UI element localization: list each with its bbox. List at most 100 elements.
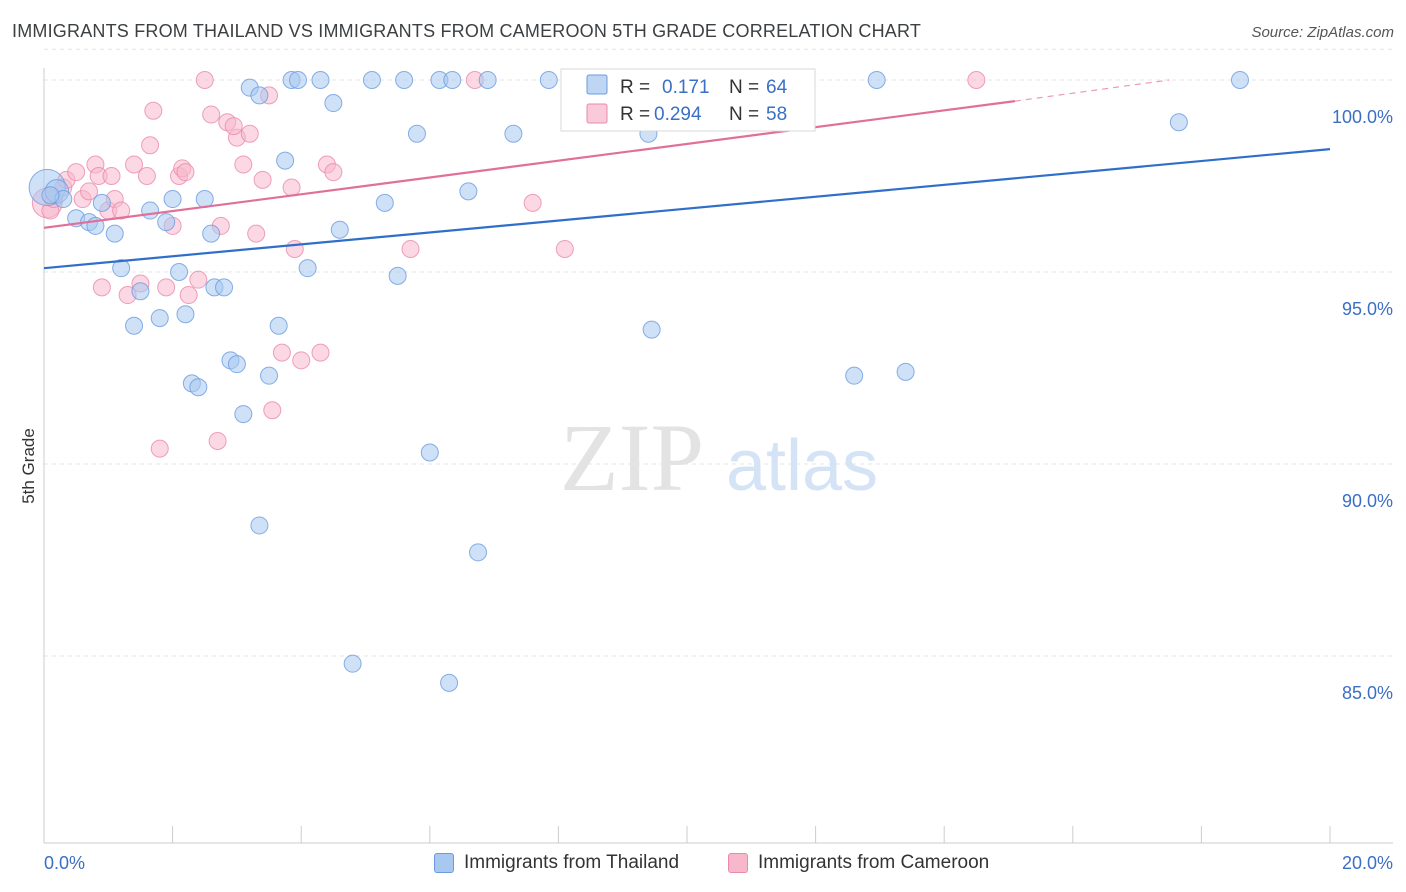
cameroon-point — [150, 439, 169, 458]
axes — [43, 68, 1393, 844]
thailand-point — [443, 71, 462, 89]
cameroon-point — [263, 401, 282, 420]
thailand-point — [250, 86, 269, 105]
cameroon-point — [202, 105, 221, 124]
thailand-point — [215, 278, 234, 297]
thailand-point — [150, 309, 169, 328]
cameroon-point — [179, 286, 198, 305]
cameroon-point — [401, 239, 420, 258]
thailand-point — [250, 516, 269, 535]
watermark-zip: ZIP — [560, 404, 704, 511]
thailand-point — [311, 71, 330, 89]
cameroon-point — [234, 155, 253, 174]
cameroon-point — [141, 136, 160, 155]
watermark-atlas: atlas — [726, 426, 878, 506]
cameroon-point — [523, 193, 542, 212]
thailand-point — [330, 220, 349, 239]
cameroon-point — [292, 351, 311, 370]
thailand-point — [41, 186, 60, 205]
y-tick-label: 90.0% — [1342, 491, 1393, 511]
cameroon-point — [272, 343, 291, 362]
thailand-point — [125, 316, 144, 335]
thailand-point — [92, 193, 111, 212]
thailand-point — [298, 259, 317, 278]
thailand-point — [189, 378, 208, 397]
legend-thailand-n-label: N = — [729, 77, 759, 98]
cameroon-point — [195, 71, 214, 89]
cameroon-point — [253, 170, 272, 189]
thailand-point — [324, 94, 343, 113]
cameroon-point — [224, 117, 243, 136]
thailand-point — [867, 71, 886, 89]
cameroon-point — [555, 239, 574, 258]
thailand-point — [504, 124, 523, 143]
thailand-point — [260, 366, 279, 385]
thailand-point — [478, 71, 497, 89]
cameroon-point — [189, 270, 208, 289]
legend-cameroon-label: Immigrants from Cameroon — [758, 852, 990, 873]
y-tick-label: 85.0% — [1342, 683, 1393, 703]
thailand-point — [131, 282, 150, 301]
y-tick-label: 100.0% — [1332, 107, 1393, 127]
thailand-point — [407, 124, 426, 143]
x-tick-label-max: 20.0% — [1342, 853, 1393, 873]
y-tick-label: 95.0% — [1342, 299, 1393, 319]
legend-item-cameroon[interactable]: Immigrants from Cameroon — [728, 852, 989, 874]
series-legend: Immigrants from Thailand Immigrants from… — [0, 852, 1406, 878]
cameroon-point — [282, 178, 301, 197]
series-thailand-points — [28, 71, 1249, 692]
thailand-point — [112, 259, 131, 278]
thailand-point — [375, 193, 394, 212]
cameroon-point — [144, 101, 163, 120]
cameroon-point — [80, 182, 99, 201]
thailand-point — [459, 182, 478, 201]
cameroon-point — [102, 167, 121, 185]
cameroon-point — [967, 71, 986, 89]
thailand-point — [845, 366, 864, 385]
cameroon-point — [247, 224, 266, 243]
thailand-point — [440, 673, 459, 692]
thailand-point — [227, 355, 246, 374]
cameroon-point — [176, 163, 195, 182]
thailand-trend-line — [43, 148, 1331, 270]
thailand-point — [642, 320, 661, 339]
legend-cameroon-n-label: N = — [729, 104, 759, 125]
thailand-point — [388, 266, 407, 285]
thailand-point — [1169, 113, 1188, 132]
cameroon-point — [125, 155, 144, 174]
thailand-point — [163, 190, 182, 209]
thailand-point — [141, 201, 160, 220]
source-label: Source: ZipAtlas.com — [1251, 24, 1394, 41]
cameroon-point — [324, 163, 343, 182]
thailand-point — [170, 263, 189, 281]
cameroon-point — [157, 278, 176, 297]
thailand-point — [420, 443, 439, 462]
thailand-point — [105, 224, 124, 243]
thailand-point — [176, 305, 195, 324]
y-tick-labels: 85.0% 90.0% 95.0% 100.0% — [1332, 107, 1393, 703]
legend-thailand-marker — [434, 853, 454, 873]
thailand-point — [362, 71, 381, 89]
watermark: ZIP atlas — [560, 404, 878, 511]
cameroon-trend-extension — [1014, 79, 1170, 102]
legend-item-thailand[interactable]: Immigrants from Thailand — [434, 852, 679, 874]
trend-lines — [43, 79, 1331, 270]
cameroon-point — [208, 431, 227, 450]
legend-cameroon-n-value: 58 — [766, 104, 787, 125]
legend-cameroon-marker — [728, 853, 748, 873]
thailand-point — [469, 543, 488, 562]
thailand-point — [896, 362, 915, 381]
cameroon-trend-line — [43, 100, 1016, 229]
cameroon-point — [92, 278, 111, 297]
thailand-point — [343, 654, 362, 673]
cameroon-point — [67, 163, 86, 182]
legend-thailand-r-label: R = — [620, 77, 650, 98]
legend-cameroon-r-label: R = — [620, 104, 650, 125]
thailand-point — [276, 151, 295, 170]
thailand-point — [288, 71, 307, 89]
cameroon-point — [285, 239, 304, 258]
thailand-point — [539, 71, 558, 89]
thailand-point — [395, 71, 414, 89]
x-tick-label-min: 0.0% — [44, 853, 85, 873]
cameroon-point — [112, 201, 131, 220]
